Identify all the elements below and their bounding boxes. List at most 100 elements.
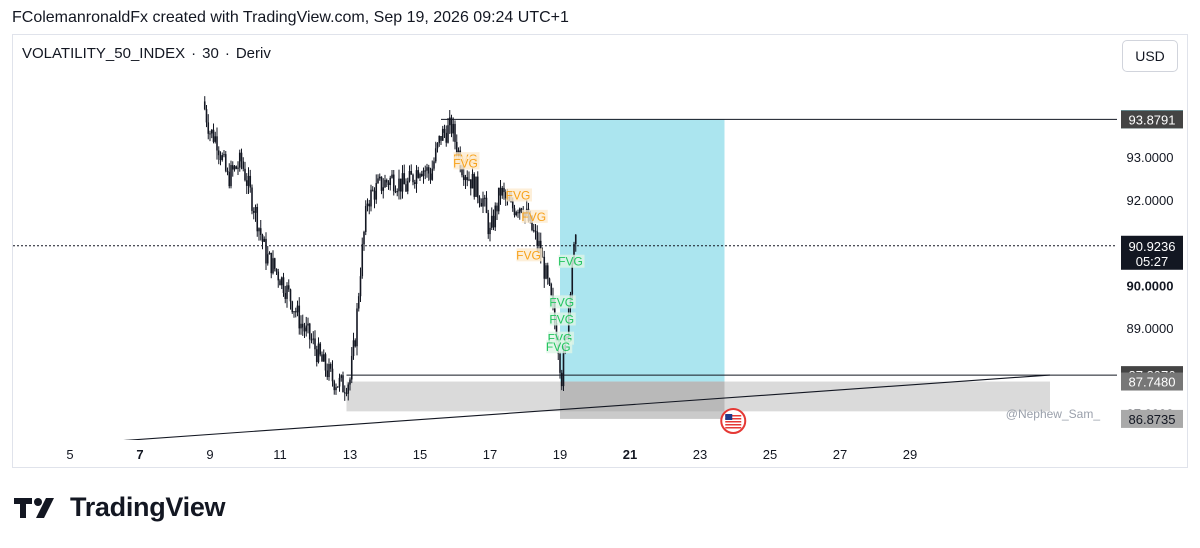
candle-body (560, 372, 563, 387)
x-axis-tick-label: 23 (693, 447, 707, 462)
candle-body (415, 170, 418, 184)
candle-body (356, 308, 358, 347)
candle-body (424, 170, 427, 172)
candle-body (503, 187, 505, 193)
candle-body (389, 177, 392, 186)
candle-body (259, 228, 262, 235)
fvg-label: FVG (549, 295, 574, 309)
candle-body (364, 205, 367, 232)
legend-separator: · (224, 45, 230, 62)
candle-body (315, 349, 318, 363)
candle-body (219, 155, 222, 161)
candle-body (387, 182, 390, 186)
y-axis-tick-label: 89.0000 (1127, 321, 1174, 336)
price-badge-label: 86.8735 (1129, 412, 1176, 427)
x-axis-tick-label: 25 (763, 447, 777, 462)
candle-body (489, 227, 491, 235)
candle-body (405, 184, 407, 192)
current-price-label: 90.9236 (1129, 239, 1176, 254)
candle-body (345, 392, 348, 394)
chart-panel[interactable] (12, 34, 1188, 468)
candle-body (380, 176, 383, 191)
fvg-label-bg (516, 248, 543, 262)
candle-body (370, 189, 372, 207)
candle-body (559, 353, 561, 373)
candle-body (475, 176, 477, 197)
x-axis-tick-label: 17 (483, 447, 497, 462)
fvg-label-bg (453, 156, 480, 170)
candle-body (284, 293, 287, 299)
candle-body (349, 379, 351, 385)
symbol-legend[interactable]: VOLATILITY_50_INDEX · 30 · Deriv (22, 45, 271, 62)
x-axis-tick-label: 13 (343, 447, 357, 462)
candle-body (403, 173, 406, 185)
candle-body (445, 132, 448, 143)
candle-body (203, 101, 206, 110)
candle-body (419, 173, 421, 178)
flag-stripe (725, 415, 742, 417)
candle-body (550, 283, 553, 296)
candle-body (476, 176, 479, 198)
candle-body (328, 364, 330, 378)
candle-body (417, 170, 420, 178)
candle-body (436, 143, 439, 149)
candle-body (447, 125, 449, 143)
candle-body (329, 364, 332, 369)
tradingview-logo-icon (14, 497, 54, 518)
candle-body (462, 175, 465, 181)
fvg-label: FVG (549, 312, 574, 326)
candle-body (454, 123, 456, 142)
candle-body (319, 343, 322, 355)
y-axis-tick-label: 92.0000 (1127, 193, 1174, 208)
symbol-broker: Deriv (235, 45, 271, 62)
candle-body (534, 230, 537, 232)
candle-body (427, 167, 430, 174)
candle-body (385, 179, 388, 183)
candle-body (217, 150, 220, 156)
candle-body (235, 166, 238, 169)
flag-stripe (725, 424, 742, 426)
candle-body (496, 205, 498, 212)
candle-body (485, 197, 488, 213)
price-badge-label: 93.8791 (1129, 112, 1176, 127)
candle-body (244, 168, 246, 181)
candle-body (277, 271, 280, 281)
candle-body (452, 123, 455, 134)
candle-body (321, 354, 323, 362)
candle-body (375, 183, 378, 200)
candle-body (221, 155, 224, 161)
candle-body (266, 254, 269, 264)
candle-body (326, 370, 329, 378)
candle-body (256, 206, 259, 232)
candle-body (279, 280, 281, 286)
candle-body (573, 243, 575, 263)
candle-body (261, 234, 264, 242)
candle-body (238, 152, 241, 168)
candle-body (520, 208, 523, 212)
candle-body (298, 305, 301, 329)
candle-body (394, 191, 397, 193)
candle-body (510, 201, 512, 203)
fvg-label: FVG (546, 340, 571, 354)
x-axis-tick-label: 19 (553, 447, 567, 462)
currency-button[interactable]: USD (1122, 40, 1178, 72)
candle-body (455, 141, 458, 155)
candle-body (368, 203, 371, 207)
candle-body (448, 117, 451, 126)
candle-body (310, 339, 313, 341)
candle-body (384, 179, 386, 188)
candle-body (443, 128, 446, 133)
target-zone[interactable] (560, 119, 725, 382)
trend-line[interactable] (53, 374, 1051, 446)
y-axis-tick-label: 90.0000 (1127, 278, 1174, 293)
candle-body (543, 256, 546, 279)
chart-credit: FColemanronaldFx created with TradingVie… (12, 9, 569, 26)
candle-body (478, 197, 481, 204)
candle-body (546, 265, 549, 279)
candle-body (483, 197, 486, 199)
candle-body (231, 165, 234, 170)
candle-body (413, 182, 416, 184)
candle-body (490, 215, 493, 228)
candle-body (280, 277, 283, 286)
